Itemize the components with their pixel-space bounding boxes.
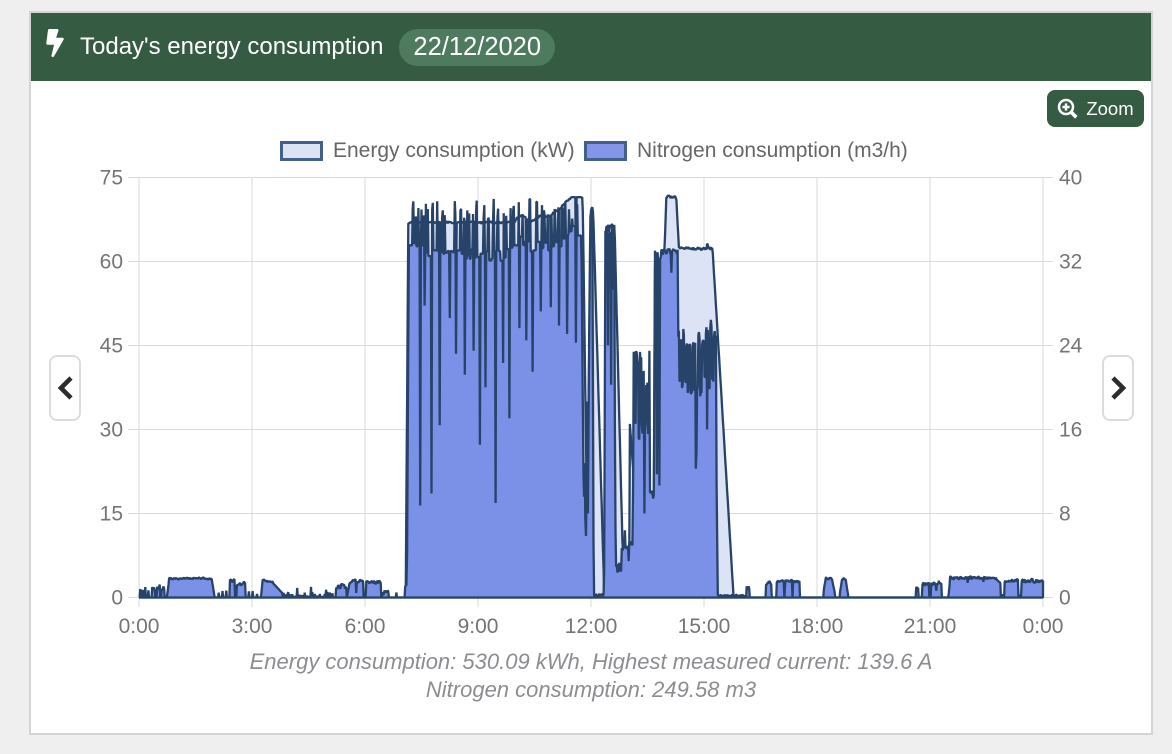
svg-text:0: 0 xyxy=(111,587,123,610)
svg-text:75: 75 xyxy=(100,167,123,190)
svg-text:16: 16 xyxy=(1059,419,1082,442)
svg-text:9:00: 9:00 xyxy=(458,615,499,638)
svg-text:8: 8 xyxy=(1059,503,1071,526)
svg-text:60: 60 xyxy=(100,251,123,274)
svg-text:40: 40 xyxy=(1059,167,1082,190)
svg-text:21:00: 21:00 xyxy=(904,615,957,638)
svg-text:3:00: 3:00 xyxy=(232,615,273,638)
svg-text:24: 24 xyxy=(1059,335,1083,358)
svg-text:0:00: 0:00 xyxy=(1023,615,1064,638)
svg-text:6:00: 6:00 xyxy=(345,615,386,638)
svg-text:15: 15 xyxy=(100,503,123,526)
svg-text:0:00: 0:00 xyxy=(119,615,160,638)
svg-text:45: 45 xyxy=(100,335,123,358)
svg-text:18:00: 18:00 xyxy=(791,615,844,638)
svg-text:30: 30 xyxy=(100,419,123,442)
svg-text:15:00: 15:00 xyxy=(678,615,731,638)
svg-text:12:00: 12:00 xyxy=(565,615,618,638)
svg-text:32: 32 xyxy=(1059,251,1082,274)
svg-text:0: 0 xyxy=(1059,587,1071,610)
